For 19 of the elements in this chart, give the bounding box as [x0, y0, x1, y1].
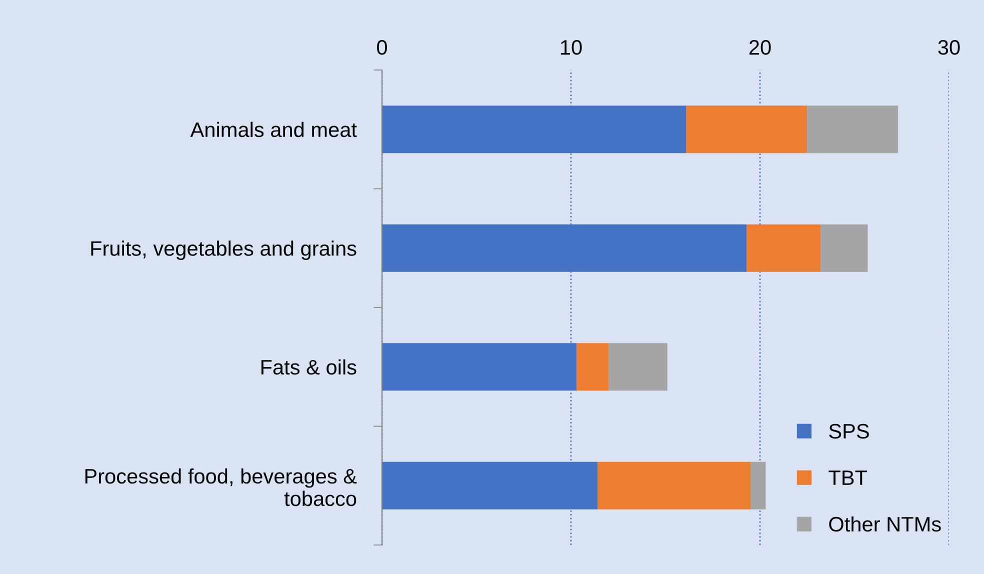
bar [750, 462, 766, 510]
x-tick-label: 20 [749, 40, 771, 55]
x-tick-label: 0 [377, 40, 387, 55]
bar [807, 106, 898, 154]
legend-label: Other NTMs [829, 516, 941, 532]
bar [686, 106, 808, 154]
y-tick-label: Animals and meat [190, 122, 357, 138]
bar [820, 224, 868, 272]
x-tick-label: 10 [561, 40, 582, 55]
x-tick-label: 30 [938, 40, 960, 55]
y-tick-label: Processed food, beverages & tobacco [85, 468, 357, 506]
y-tick-label: Fats & oils [261, 359, 356, 375]
bar [608, 343, 668, 391]
bar [746, 224, 820, 272]
bar [597, 462, 751, 510]
bar [576, 343, 609, 391]
legend-label: SPS [829, 424, 869, 439]
y-tick-label: Fruits, vegetables and grains [91, 240, 356, 260]
legend-label: TBT [828, 470, 868, 485]
